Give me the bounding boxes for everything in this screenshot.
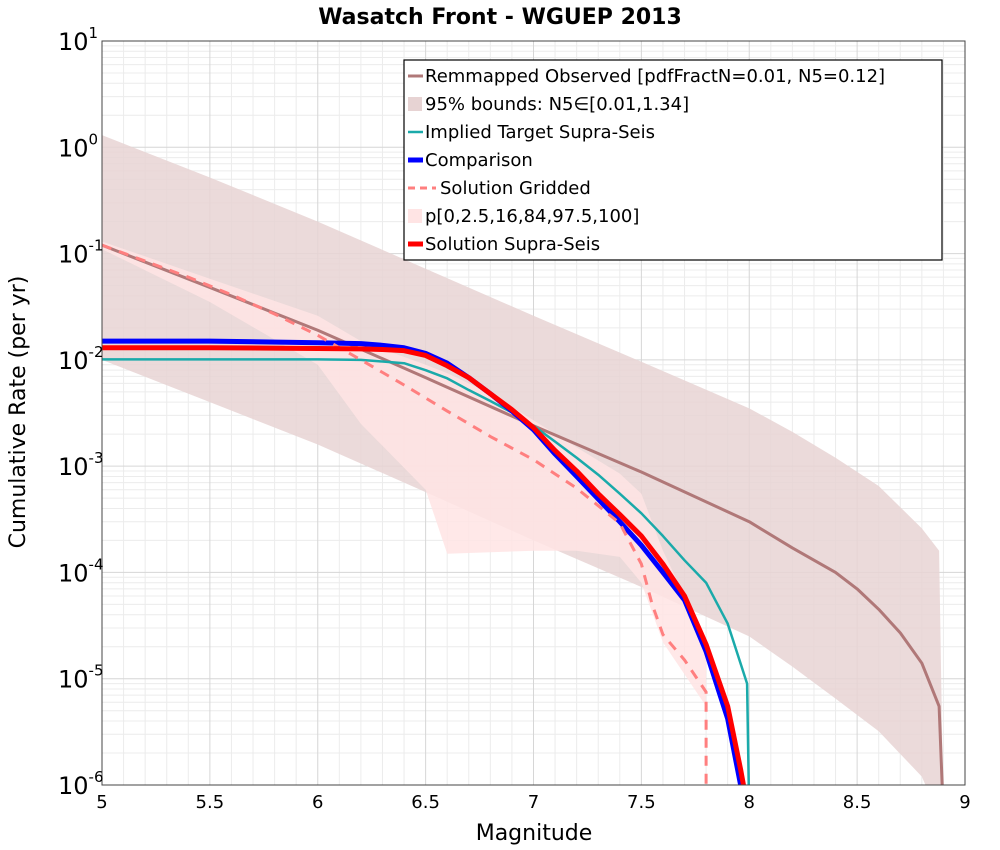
y-tick-labels: 101 100 10-1 10-2 10-3 10-4 10-5 10-6 xyxy=(58,24,104,800)
plot-frame xyxy=(101,40,966,786)
bands xyxy=(102,135,943,785)
legend-entry-label: Solution Gridded xyxy=(440,178,591,199)
legend-entry-label: Remmapped Observed [pdfFractN=0.01, N5=0… xyxy=(425,66,885,87)
x-tick-label: 7.5 xyxy=(627,792,656,813)
legend-swatch xyxy=(408,209,422,223)
legend-swatch xyxy=(408,97,422,111)
legend-entry-label: p[0,2.5,16,84,97.5,100] xyxy=(425,206,639,227)
y-tick-label: 10-5 xyxy=(58,662,104,694)
x-tick-label: 5 xyxy=(96,792,107,813)
x-tick-label: 6.5 xyxy=(411,792,440,813)
x-tick-label: 9 xyxy=(959,792,970,813)
legend-entry-label: Implied Target Supra-Seis xyxy=(425,122,655,143)
series-line xyxy=(102,243,708,785)
y-tick-label: 10-1 xyxy=(58,237,104,269)
legend-box xyxy=(403,59,943,261)
y-tick-label: 10-2 xyxy=(58,343,104,375)
x-axis-label: Magnitude xyxy=(476,821,593,846)
legend-entry-label: 95% bounds: N5∈[0.01,1.34] xyxy=(425,94,689,115)
chart-title: Wasatch Front - WGUEP 2013 xyxy=(318,5,682,30)
legend: Remmapped Observed [pdfFractN=0.01, N5=0… xyxy=(403,59,943,261)
band-area xyxy=(102,241,707,707)
y-tick-label: 100 xyxy=(58,130,98,162)
x-tick-label: 8 xyxy=(744,792,755,813)
series-lines xyxy=(102,243,944,785)
series-line xyxy=(102,358,750,785)
y-tick-label: 10-6 xyxy=(58,768,104,800)
series-line xyxy=(102,345,746,785)
y-tick-label: 10-3 xyxy=(58,449,104,481)
series-line xyxy=(102,243,944,785)
legend-entry-label: Solution Supra-Seis xyxy=(425,234,600,255)
legend-entry-label: Comparison xyxy=(425,150,533,171)
x-tick-label: 5.5 xyxy=(196,792,225,813)
y-tick-label: 101 xyxy=(58,24,98,56)
x-tick-label: 7 xyxy=(528,792,539,813)
x-tick-label: 8.5 xyxy=(843,792,872,813)
y-tick-label: 10-4 xyxy=(58,555,104,587)
x-tick-label: 6 xyxy=(312,792,323,813)
y-axis-label: Cumulative Rate (per yr) xyxy=(6,276,31,549)
x-tick-labels: 5 5.5 6 6.5 7 7.5 8 8.5 9 xyxy=(96,792,970,813)
